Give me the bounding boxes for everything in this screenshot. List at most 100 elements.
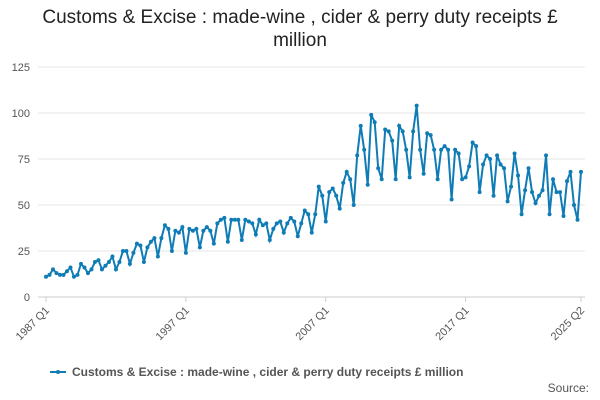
point (505, 199, 510, 204)
point (565, 179, 570, 184)
point (110, 254, 115, 259)
point (519, 212, 524, 217)
point (460, 177, 465, 182)
point (428, 133, 433, 138)
point (145, 245, 150, 250)
x-tick-label: 2017 Q1 (433, 305, 471, 343)
point (540, 188, 545, 193)
point (376, 166, 381, 171)
point (292, 219, 297, 224)
point (439, 147, 444, 152)
point (47, 272, 52, 277)
point (372, 120, 377, 125)
point (89, 267, 94, 272)
point (253, 232, 258, 237)
point (187, 226, 192, 231)
point (250, 221, 255, 226)
point (138, 243, 143, 248)
point (243, 217, 248, 222)
point (491, 193, 496, 198)
point (470, 140, 475, 145)
point (82, 265, 87, 270)
point (393, 177, 398, 182)
point (78, 261, 83, 266)
point (103, 263, 108, 268)
point (533, 201, 538, 206)
x-tick-label: 1987 Q1 (14, 305, 52, 343)
point (365, 182, 370, 187)
point (260, 223, 265, 228)
point (404, 147, 409, 152)
point (166, 226, 171, 231)
point (414, 103, 419, 108)
y-tick-label: 125 (12, 62, 30, 74)
point (355, 153, 360, 158)
y-tick-label: 25 (18, 246, 30, 258)
point (295, 234, 300, 239)
point (264, 221, 269, 226)
point (197, 245, 202, 250)
point (232, 217, 237, 222)
point (239, 237, 244, 242)
point (204, 225, 209, 230)
point (351, 203, 356, 207)
point (299, 221, 304, 226)
point (526, 166, 531, 171)
point (309, 230, 314, 235)
point (274, 221, 279, 226)
point (85, 271, 90, 276)
point (432, 147, 437, 152)
point (124, 249, 129, 253)
point (551, 177, 556, 182)
point (575, 217, 580, 222)
point (407, 175, 412, 180)
y-tick-label: 75 (18, 154, 30, 166)
point (285, 221, 290, 226)
point (152, 236, 157, 241)
point (99, 267, 104, 272)
point (397, 123, 402, 128)
point (96, 258, 101, 263)
point (117, 260, 122, 265)
point (320, 193, 325, 198)
point (120, 249, 125, 253)
point (229, 217, 234, 222)
point (61, 272, 66, 277)
point (246, 219, 251, 224)
point (278, 219, 283, 224)
point (344, 169, 349, 174)
point (155, 254, 160, 259)
point (488, 157, 493, 161)
point (341, 180, 346, 185)
point (162, 223, 167, 228)
point (306, 212, 311, 217)
point (173, 228, 178, 233)
point (148, 239, 153, 244)
x-tick-label: 2007 Q1 (294, 305, 332, 343)
point (477, 190, 482, 195)
point (271, 226, 276, 231)
point (50, 267, 55, 272)
point (334, 193, 339, 198)
point (481, 162, 486, 167)
y-tick-label: 100 (12, 108, 30, 120)
point (509, 184, 514, 189)
point (453, 147, 458, 152)
point (421, 171, 426, 176)
point (127, 261, 132, 266)
point (323, 219, 328, 224)
point (547, 212, 552, 217)
point (68, 265, 73, 270)
point (495, 153, 500, 158)
point (64, 269, 69, 274)
point (568, 169, 573, 174)
point (456, 151, 461, 156)
point (54, 271, 59, 276)
chart-title: Customs & Excise : made-wine , cider & p… (42, 7, 558, 51)
point (369, 112, 374, 117)
point (180, 225, 185, 230)
point (211, 241, 216, 246)
point (358, 123, 363, 128)
y-tick-label: 50 (18, 200, 30, 212)
